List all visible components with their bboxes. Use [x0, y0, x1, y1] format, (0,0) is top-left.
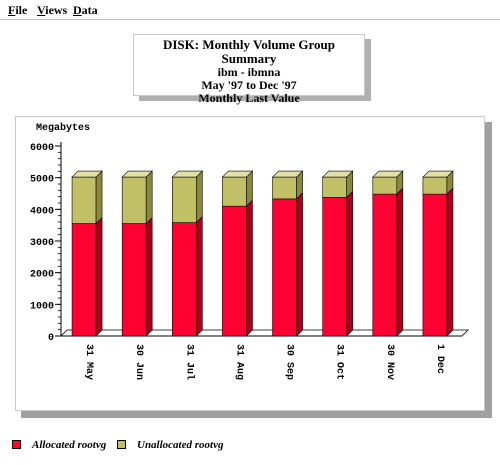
- bar-allocated-front: [222, 205, 247, 337]
- bar-allocated-side: [446, 187, 454, 337]
- bar-allocated-front: [172, 222, 197, 337]
- menu-file[interactable]: File: [8, 3, 27, 18]
- y-tick-label: 0: [48, 333, 54, 344]
- bar-allocated-side: [346, 190, 353, 337]
- chart-subtitle-host: ibm - ibmna: [217, 65, 281, 79]
- x-tick-label: 31 Aug: [233, 344, 244, 380]
- bar-unallocated-top: [171, 170, 204, 178]
- legend-swatch-unallocated: [117, 440, 126, 449]
- menu-views[interactable]: Views: [37, 3, 67, 18]
- x-tick-label: 31 Oct: [334, 344, 345, 380]
- bar-unallocated-top: [221, 170, 254, 178]
- bar-unallocated-top: [271, 170, 304, 178]
- bar-unallocated-top: [321, 170, 354, 178]
- menu-file-label: ile: [15, 3, 28, 17]
- legend-label-unallocated: Unallocated rootvg: [137, 439, 224, 451]
- y-tick-label: 2000: [30, 270, 54, 281]
- bar-allocated-front: [372, 193, 398, 337]
- x-tick-label: 30 Jun: [133, 344, 144, 380]
- bar-allocated-side: [246, 199, 253, 337]
- bar-unallocated-side: [145, 170, 153, 225]
- chart-title-box: DISK: Monthly Volume Group Summary ibm -…: [133, 34, 365, 105]
- menu-views-mnemonic: V: [37, 3, 46, 17]
- menu-data-label: ata: [81, 3, 98, 17]
- bar-unallocated-front: [422, 176, 448, 195]
- menu-file-mnemonic: F: [8, 3, 16, 17]
- bar-unallocated-front: [322, 176, 347, 198]
- menu-views-label: iews: [45, 3, 68, 17]
- bar-unallocated-front: [71, 176, 97, 224]
- chart-title: DISK: Monthly Volume Group Summary: [162, 37, 336, 66]
- bar-unallocated-side: [196, 170, 203, 224]
- bar-allocated-side: [296, 192, 303, 337]
- bar-unallocated-front: [272, 176, 297, 200]
- y-tick-label: 5000: [30, 175, 54, 186]
- legend-swatch-allocated: [12, 440, 21, 449]
- menu-data-mnemonic: D: [73, 3, 82, 17]
- bar-allocated-side: [396, 187, 404, 337]
- x-tick-label: 30 Nov: [384, 344, 395, 380]
- chart-subtitle-range: May '97 to Dec '97: [201, 78, 297, 92]
- x-tick-label: 30 Sep: [284, 344, 295, 380]
- bar-allocated-front: [272, 198, 297, 337]
- y-tick-label: 4000: [30, 206, 54, 217]
- y-tick-label: 3000: [30, 238, 54, 249]
- bar-unallocated-top: [121, 170, 153, 178]
- bar-unallocated-front: [222, 176, 247, 207]
- x-tick-label: 31 May: [83, 344, 94, 380]
- y-axis-label: Megabytes: [36, 122, 90, 134]
- bar-allocated-front: [422, 193, 448, 337]
- menu-data[interactable]: Data: [73, 3, 98, 18]
- legend-label-allocated: Allocated rootvg: [32, 439, 107, 451]
- chart-subtitle-aggregation: Monthly Last Value: [198, 91, 300, 105]
- bar-unallocated-front: [121, 176, 147, 224]
- bar-allocated-side: [196, 215, 203, 337]
- bar-unallocated-top: [372, 170, 404, 178]
- bar-unallocated-top: [422, 170, 454, 178]
- x-tick-label: 31 Jul: [183, 344, 195, 380]
- y-tick-label: 1000: [30, 301, 54, 312]
- y-tick-label: 6000: [30, 143, 54, 154]
- bar-unallocated-front: [172, 176, 197, 223]
- bar-unallocated-top: [71, 170, 103, 178]
- bar-allocated-side: [145, 216, 153, 337]
- bar-unallocated-front: [372, 176, 398, 195]
- bar-allocated-side: [95, 216, 103, 337]
- bar-allocated-front: [322, 197, 347, 337]
- menu-bar: File Views Data: [0, 0, 500, 20]
- x-tick-label: 1 Dec: [434, 344, 445, 374]
- bar-allocated-front: [71, 223, 97, 337]
- bar-unallocated-side: [95, 170, 103, 225]
- bar-allocated-front: [121, 223, 147, 337]
